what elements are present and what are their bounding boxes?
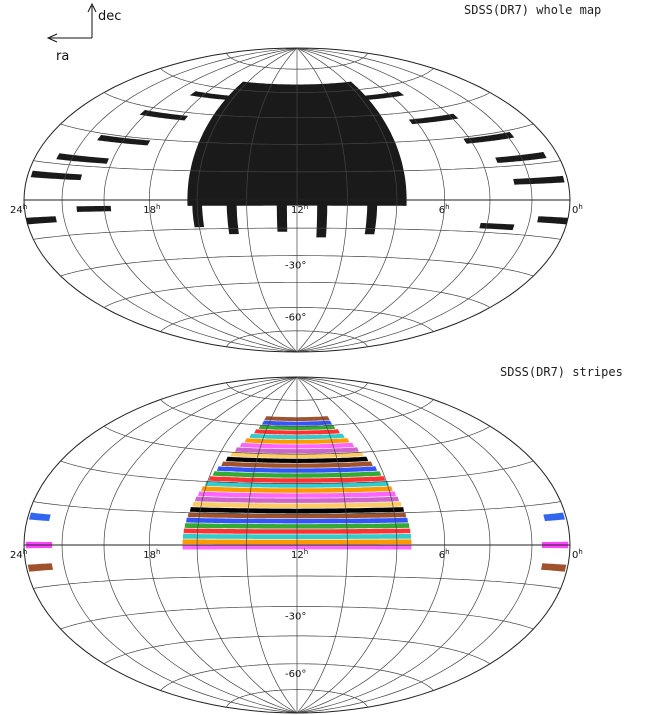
ra-tick-hour-suffix: h [304,548,308,556]
ra-tick-hour-suffix: h [578,203,582,211]
ra-tick-hour-suffix: h [156,548,160,556]
ra-tick-label: 0h [572,203,583,216]
parallel-line [33,501,561,515]
parallel-line [225,689,369,708]
compass: dec ra [46,2,121,64]
parallel-line [103,635,491,665]
dec-tick-label: -30° [285,261,306,272]
compass-dec-label: dec [98,9,121,24]
parallel-line [160,307,434,332]
compass-ra-arrowhead [46,33,58,43]
coverage-stripe [513,175,565,185]
coverage-stripe [76,205,112,212]
coverage-stripe [495,151,547,163]
stripes-map-title: SDSS(DR7) stripes [500,365,623,379]
coverage-stripe [537,216,569,225]
compass-dec-arrowhead [87,2,97,13]
parallel-line [160,663,434,691]
coverage-spike [364,203,378,235]
ra-tick-hour-suffix: h [156,203,160,211]
coverage-spike [316,203,328,238]
ra-tick-hour-suffix: h [445,548,449,556]
parallel-line [160,399,434,427]
coverage-stripe [139,110,189,121]
parallel-line [225,382,369,401]
parallel-line [225,330,369,347]
parallel-line [33,160,561,173]
ra-tick-label: 0h [572,548,583,561]
ra-tick-hour-suffix: h [578,548,582,556]
compass-ra-label: ra [56,49,69,64]
coverage-spike [192,203,205,228]
ra-tick-label: 18h [143,203,160,216]
ra-tick-label: 12h [291,203,308,216]
ra-tick-hour-suffix: h [23,203,27,211]
parallel-line [60,255,534,277]
ra-tick-hour-suffix: h [304,203,308,211]
parallel-line [103,281,491,308]
coverage-stripe [189,91,232,101]
ra-tick-label: 6h [439,548,450,561]
coverage-stripe [30,170,82,181]
coverage-stripe [25,216,57,225]
parallel-line [33,575,561,589]
parallel-line [60,606,534,630]
coverage-stripe [56,153,109,164]
ra-tick-label: 18h [143,548,160,561]
stripes-map-axis-labels: 24h 18h 12h 6h 0h-30°-60° [10,548,583,680]
ra-tick-label: 12h [291,548,308,561]
stripes-map-panel: SDSS(DR7) stripes 24h 18h 12h 6h 0h-30°-60° [10,365,623,714]
dec-tick-label: -30° [285,612,306,623]
coverage-stripe [408,113,459,125]
coverage-spike [276,203,288,232]
parallel-line [60,123,534,145]
dec-tick-label: -60° [285,669,306,680]
southern-stripe-brown [540,563,567,572]
parallel-line [103,92,491,119]
parallel-line [225,53,369,70]
coverage-stripe [479,223,515,231]
coverage-stripe [463,132,515,144]
parallel-line [160,68,434,93]
coverage-stripe [362,91,405,101]
whole-map-graticule [23,47,571,353]
ra-tick-hour-suffix: h [23,548,27,556]
ra-tick-label: 24h [10,203,27,216]
southern-stripe-blue [29,512,51,522]
southern-stripe-blue [543,512,565,522]
ra-tick-hour-suffix: h [445,203,449,211]
ra-tick-label: 6h [439,203,450,216]
coverage-spike [226,203,239,235]
whole-map-title: SDSS(DR7) whole map [464,3,601,17]
stripes-map-graticule [23,376,571,714]
parallel-line [33,227,561,240]
southern-stripe-brown [27,563,54,572]
parallel-line [60,460,534,484]
whole-map-axis-labels: 24h 18h 12h 6h 0h -30° -60° [10,203,583,324]
parallel-line [103,425,491,455]
whole-map-panel: SDSS(DR7) whole map 24h 18h 12h 6h 0h -30° -60… [10,3,601,353]
dec-tick-label: -60° [285,313,306,324]
